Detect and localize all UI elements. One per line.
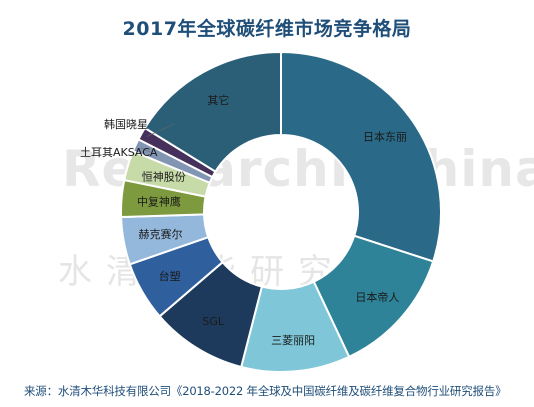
- slice-label: 日本帝人: [355, 290, 399, 304]
- slice-label: 韩国晓星: [104, 117, 148, 131]
- pie-slice: [280, 50, 442, 263]
- slice-label: 日本东丽: [363, 129, 407, 143]
- slice-label: SGL: [202, 315, 225, 328]
- slice-label: 赫克赛尔: [139, 227, 183, 241]
- slice-label: 台塑: [159, 269, 181, 283]
- pie-slice: [143, 50, 282, 173]
- slice-label: 恒神股份: [142, 169, 186, 183]
- slices-layer: [120, 50, 442, 373]
- chart-title: 2017年全球碳纤维市场竞争格局: [122, 18, 412, 40]
- callout-line: [140, 147, 151, 153]
- slice-label: 三菱丽阳: [271, 334, 315, 347]
- slice-label: 其它: [207, 93, 229, 107]
- source-note: 来源：水清木华科技有限公司《2018-2022 年全球及中国碳纤维及碳纤维复合物…: [24, 384, 507, 398]
- callout-line: [146, 123, 175, 137]
- slice-label: 土耳其AKSACA: [80, 146, 158, 159]
- slice-label: 中复神鹰: [137, 195, 181, 209]
